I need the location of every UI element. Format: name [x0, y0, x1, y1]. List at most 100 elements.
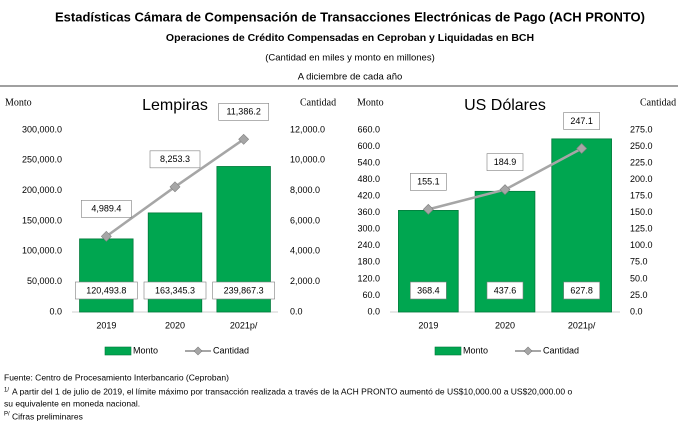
marker	[169, 181, 181, 193]
marker	[576, 143, 588, 154]
legend-swatch	[434, 346, 462, 356]
y2-tick-label: 50.0	[630, 273, 648, 283]
legend-label: Cantidad	[543, 345, 579, 355]
y2-tick-label: 4,000.0	[290, 246, 320, 256]
y-tick-label: 60.0	[362, 290, 380, 300]
data-label-box	[486, 281, 524, 300]
legend-label: Monto	[463, 345, 488, 355]
y-tick-label: 660.0	[357, 124, 380, 134]
y-tick-label: 250,000.0	[22, 155, 62, 165]
legend-label: Monto	[133, 345, 158, 355]
marker	[499, 184, 511, 196]
y2-tick-label: 200.0	[630, 174, 653, 184]
y2-axis-label: Cantidad	[300, 97, 336, 108]
y2-tick-label: 6,000.0	[290, 215, 320, 225]
data-label-box	[149, 150, 201, 169]
data-label: 437.6	[494, 285, 517, 295]
y-tick-label: 600.0	[357, 141, 380, 151]
date-note: A diciembre de cada año	[298, 72, 403, 83]
data-label: 11,386.2	[226, 107, 260, 117]
data-label-box	[143, 281, 207, 300]
x-tick-label: 2020	[165, 320, 185, 330]
data-label: 368.4	[417, 285, 440, 295]
y2-tick-label: 12,000.0	[290, 124, 325, 134]
data-label: 120,493.8	[86, 285, 126, 295]
data-label: 247.1	[570, 116, 593, 126]
marker	[238, 133, 250, 145]
y-tick-label: 120.0	[357, 273, 380, 283]
panel-title: Lempiras	[142, 97, 208, 114]
y2-tick-label: 10,000.0	[290, 155, 325, 165]
legend-label: Cantidad	[213, 345, 249, 355]
data-label: 627.8	[570, 285, 593, 295]
data-label-box	[81, 200, 132, 218]
y2-tick-label: 225.0	[630, 157, 653, 167]
data-label-box	[486, 153, 524, 171]
data-label-box	[410, 173, 447, 191]
y-tick-label: 0.0	[367, 306, 380, 316]
x-tick-label: 2020	[495, 320, 515, 330]
x-tick-label: 2021p/	[568, 320, 596, 330]
x-tick-label: 2019	[96, 320, 116, 330]
legend-swatch	[523, 346, 533, 356]
y2-tick-label: 0.0	[290, 306, 303, 316]
y2-tick-label: 8,000.0	[290, 185, 320, 195]
data-label-box	[563, 281, 600, 300]
y-tick-label: 200,000.0	[22, 185, 62, 195]
x-tick-label: 2021p/	[230, 320, 258, 330]
y-tick-label: 300.0	[357, 224, 380, 234]
legend-swatch	[193, 346, 203, 356]
y-tick-label: 240.0	[357, 240, 380, 250]
marker	[422, 203, 434, 215]
data-label-box	[218, 103, 269, 121]
y2-tick-label: 2,000.0	[290, 276, 320, 286]
y-tick-label: 540.0	[357, 157, 380, 167]
y2-tick-label: 275.0	[630, 124, 653, 134]
y-tick-label: 480.0	[357, 174, 380, 184]
footnote: Cifras preliminares	[12, 411, 83, 421]
data-label-box	[410, 281, 447, 300]
data-label: 155.1	[417, 177, 440, 187]
y-tick-label: 0.0	[49, 306, 62, 316]
y2-tick-label: 175.0	[630, 191, 653, 201]
y2-tick-label: 250.0	[630, 141, 653, 151]
y2-axis-label: Cantidad	[640, 97, 676, 108]
x-tick-label: 2019	[418, 320, 438, 330]
marker	[100, 230, 112, 242]
data-label-box	[75, 281, 138, 300]
note-marker: P/	[4, 412, 10, 418]
bar	[79, 238, 134, 313]
data-label: 163,345.3	[155, 285, 195, 295]
footnote: su equivalente en moneda nacional.	[4, 398, 140, 408]
y-tick-label: 300,000.0	[22, 124, 62, 134]
page-subtitle: Operaciones de Crédito Compensadas en Ce…	[166, 32, 534, 44]
data-label-box	[563, 112, 600, 130]
legend-swatch	[104, 346, 132, 356]
data-label: 8,253.3	[160, 154, 190, 164]
source-note: Fuente: Centro de Procesamiento Interban…	[4, 372, 229, 382]
data-label: 4,989.4	[91, 204, 121, 214]
data-label: 184.9	[494, 157, 517, 167]
data-label-box	[212, 281, 275, 300]
panel-title: US Dólares	[464, 97, 546, 114]
y2-tick-label: 100.0	[630, 240, 653, 250]
y-tick-label: 100,000.0	[22, 246, 62, 256]
y-tick-label: 150,000.0	[22, 215, 62, 225]
y-tick-label: 360.0	[357, 207, 380, 217]
y-axis-label: Monto	[357, 97, 384, 108]
y-tick-label: 180.0	[357, 257, 380, 267]
y2-tick-label: 125.0	[630, 224, 653, 234]
y2-tick-label: 75.0	[630, 257, 648, 267]
y2-tick-label: 25.0	[630, 290, 648, 300]
footnote: A partir del 1 de julio de 2019, el lími…	[12, 386, 572, 396]
page-title: Estadísticas Cámara de Compensación de T…	[55, 9, 645, 24]
data-label: 239,867.3	[224, 285, 264, 295]
units-note: (Cantidad en miles y monto en millones)	[265, 53, 435, 64]
y-axis-label: Monto	[5, 97, 32, 108]
y2-tick-label: 150.0	[630, 207, 653, 217]
y-tick-label: 50,000.0	[27, 276, 62, 286]
note-marker: 1/	[4, 388, 9, 394]
y-tick-label: 420.0	[357, 191, 380, 201]
